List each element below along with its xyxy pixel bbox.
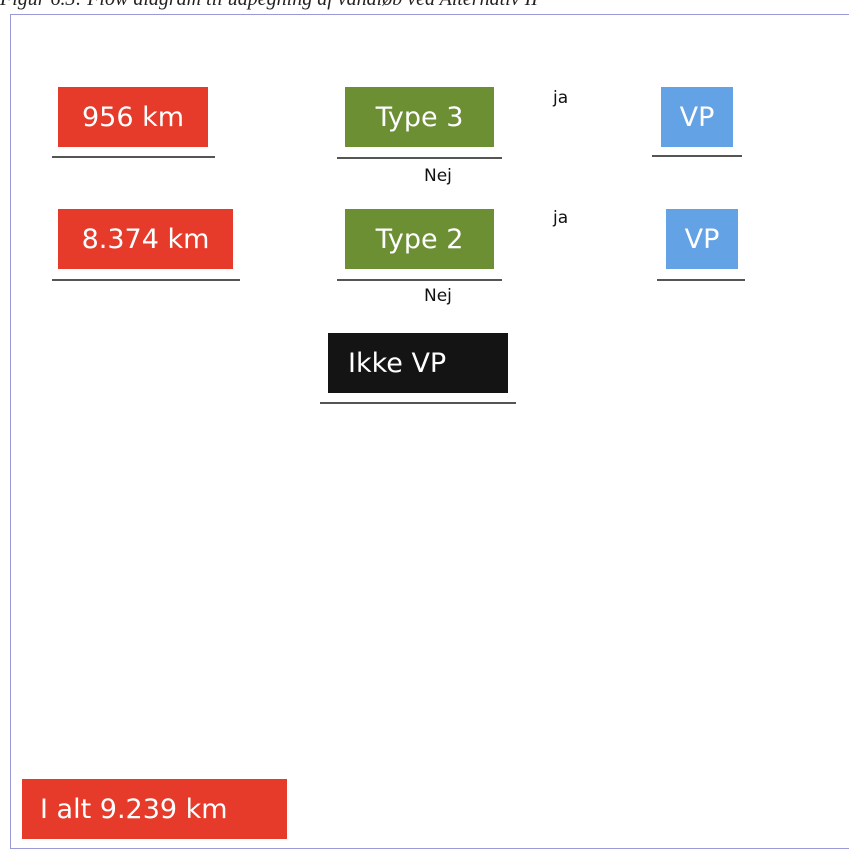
node: Type 2 — [345, 209, 494, 269]
node: 956 km — [58, 87, 208, 147]
underline — [652, 155, 742, 157]
underline — [320, 402, 516, 404]
edge-label: Nej — [424, 286, 452, 306]
node: VP — [661, 87, 733, 147]
underline — [337, 157, 502, 159]
edge-label: ja — [553, 88, 569, 108]
edge-label: Nej — [424, 166, 452, 186]
node: I alt 9.239 km — [22, 779, 287, 839]
node: Ikke VP — [328, 333, 508, 393]
caption: Figur 6.3: Flow diagram til udpegning af… — [0, 0, 538, 11]
node: Type 3 — [345, 87, 494, 147]
underline — [657, 279, 745, 281]
underline — [52, 156, 215, 158]
edge-label: ja — [553, 208, 569, 228]
node: 8.374 km — [58, 209, 233, 269]
node: VP — [666, 209, 738, 269]
underline — [337, 279, 502, 281]
underline — [52, 279, 240, 281]
